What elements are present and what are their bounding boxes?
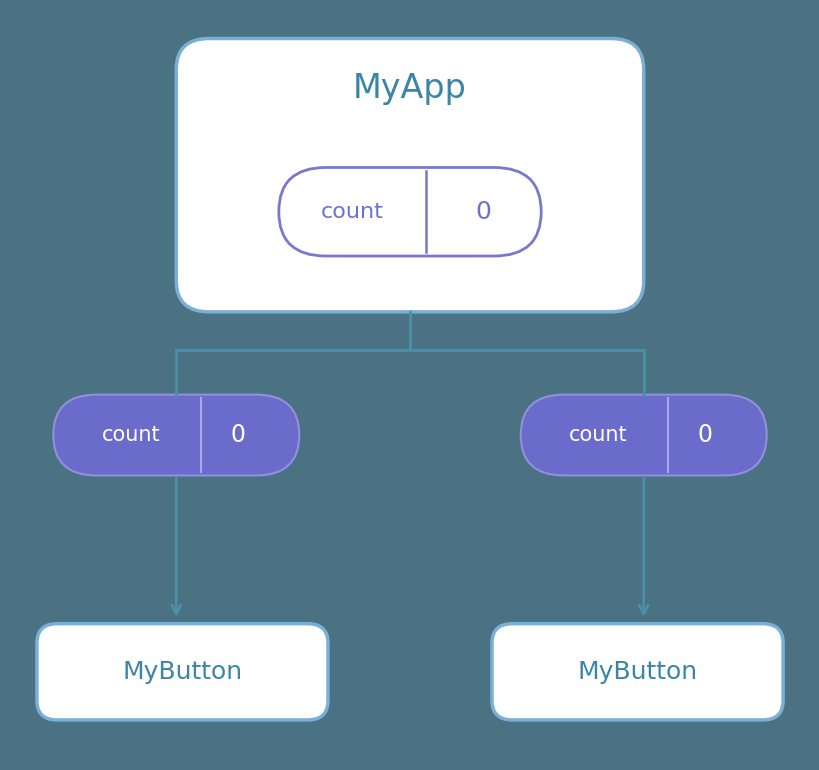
Text: count: count bbox=[568, 425, 627, 445]
Text: MyButton: MyButton bbox=[577, 660, 697, 684]
FancyBboxPatch shape bbox=[37, 624, 328, 720]
Text: MyButton: MyButton bbox=[122, 660, 242, 684]
Text: 0: 0 bbox=[230, 423, 245, 447]
Text: count: count bbox=[102, 425, 161, 445]
FancyBboxPatch shape bbox=[491, 624, 782, 720]
Text: 0: 0 bbox=[475, 199, 491, 224]
FancyBboxPatch shape bbox=[278, 168, 541, 256]
FancyBboxPatch shape bbox=[53, 394, 299, 476]
FancyBboxPatch shape bbox=[520, 394, 766, 476]
Text: count: count bbox=[321, 202, 383, 222]
Text: 0: 0 bbox=[697, 423, 712, 447]
FancyBboxPatch shape bbox=[176, 38, 643, 312]
Text: MyApp: MyApp bbox=[353, 72, 466, 105]
